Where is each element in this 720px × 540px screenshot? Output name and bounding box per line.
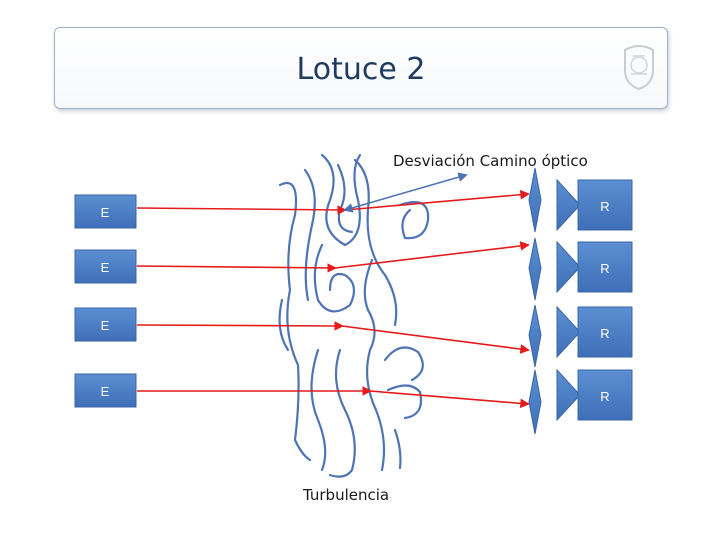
collector-cones: [556, 178, 581, 422]
receiver-3: [577, 306, 633, 358]
receiver-boxes: R R R R: [577, 179, 633, 421]
deviation-arrow: [343, 172, 468, 213]
emitter-1: [74, 194, 137, 229]
lens-icon: [528, 369, 542, 435]
emitter-2-label: E: [101, 260, 110, 275]
lens-icon: [528, 237, 542, 301]
beam-2b: [334, 241, 530, 269]
receiver-1-label: R: [600, 199, 609, 214]
emitter-4: [74, 373, 137, 408]
title-box: Lotuce 2: [54, 27, 668, 109]
beam-1a: [136, 205, 347, 215]
receiver-4: [577, 369, 633, 421]
turbulence-label: Turbulencia: [302, 486, 389, 504]
beam-3b: [341, 325, 530, 354]
light-beams: [136, 189, 530, 409]
university-seal-icon: [624, 45, 654, 90]
receiver-2: [577, 241, 633, 293]
emitter-3: [74, 307, 137, 342]
emitter-boxes: E E E E: [74, 194, 137, 408]
emitter-3-label: E: [101, 318, 110, 333]
collector-cone-icon: [556, 178, 581, 232]
collector-cone-icon: [556, 305, 581, 359]
lenses: [528, 167, 542, 435]
receiver-4-label: R: [600, 389, 609, 404]
collector-cone-icon: [556, 240, 581, 294]
receiver-3-label: R: [600, 326, 609, 341]
emitter-1-label: E: [101, 205, 110, 220]
deviation-label: Desviación Camino óptico: [393, 152, 588, 170]
slide-title: Lotuce 2: [296, 52, 426, 87]
emitter-2: [74, 249, 137, 284]
beam-3a: [136, 321, 344, 331]
lens-icon: [528, 304, 542, 368]
receiver-1: [577, 179, 633, 231]
emitter-4-label: E: [101, 384, 110, 399]
turbulence-swirls: [278, 153, 430, 478]
collector-cone-icon: [556, 368, 581, 422]
beam-2a: [136, 263, 337, 273]
receiver-2-label: R: [600, 261, 609, 276]
beam-4b: [369, 390, 530, 409]
lens-icon: [528, 167, 542, 233]
